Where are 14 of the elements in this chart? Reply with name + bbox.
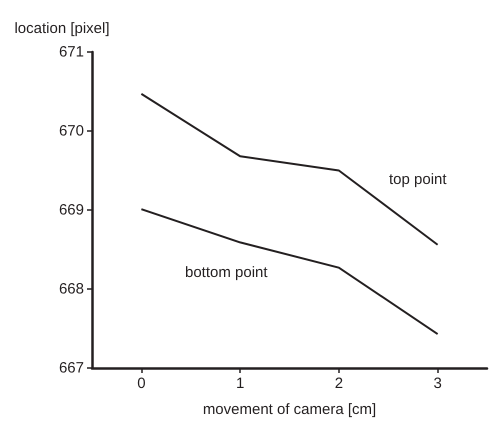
x-tick-label: 3 <box>433 375 442 392</box>
annotation: top point <box>389 171 448 188</box>
annotation: bottom point <box>185 264 268 281</box>
y-tick-label: 667 <box>58 360 84 376</box>
y-tick-label: 670 <box>58 122 84 140</box>
y-tick-label: 669 <box>58 202 84 218</box>
x-tick-label: 2 <box>334 375 344 392</box>
y-tick-label: 668 <box>58 280 84 298</box>
x-axis-title: movement of camera [cm] <box>202 401 376 418</box>
y-axis-title: location [pixel] <box>14 20 110 37</box>
x-tick-label: 0 <box>137 375 146 392</box>
line-series <box>140 208 439 336</box>
x-tick-label: 1 <box>236 375 244 392</box>
y-tick-label: 671 <box>58 44 84 60</box>
